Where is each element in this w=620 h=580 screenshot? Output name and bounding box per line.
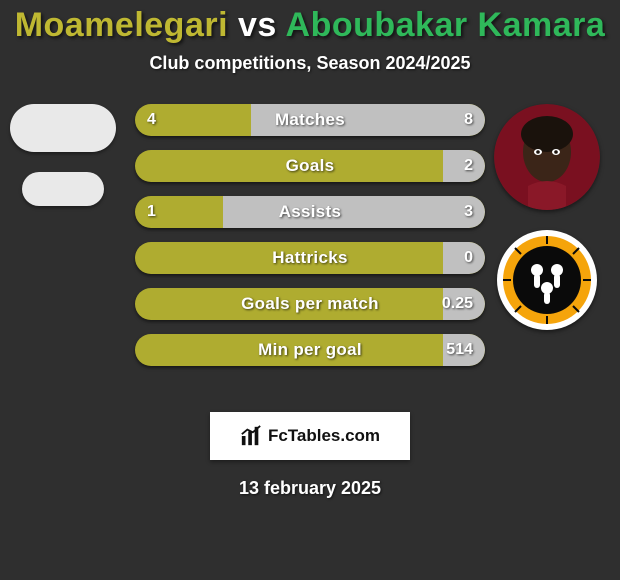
stat-value-right: 0.25 [442, 288, 473, 320]
stat-value-right: 2 [464, 150, 473, 182]
stat-value-right: 3 [464, 196, 473, 228]
comparison-card: Moamelegari vs Aboubakar Kamara Club com… [0, 0, 620, 580]
stat-row: Assists1 3 [135, 196, 485, 228]
stat-value-right: 514 [446, 334, 473, 366]
player1-club-placeholder [22, 172, 104, 206]
stat-value-left: 4 [147, 104, 156, 136]
stat-label: Min per goal [135, 334, 485, 366]
chart-icon [240, 425, 262, 447]
stat-label: Goals per match [135, 288, 485, 320]
stat-row: Matches4 8 [135, 104, 485, 136]
player-left-column [8, 104, 118, 206]
stat-value-right: 8 [464, 104, 473, 136]
stat-label: Assists [135, 196, 485, 228]
player1-photo-placeholder [10, 104, 116, 152]
content-area: Matches4 8 Goals2 Assists1 3 Hattricks0 Goals … [0, 104, 620, 394]
stat-row: Goals2 [135, 150, 485, 182]
player2-name: Aboubakar Kamara [286, 6, 606, 44]
stat-label: Matches [135, 104, 485, 136]
stat-row: Hattricks0 [135, 242, 485, 274]
vs-text: vs [238, 6, 277, 44]
club-badge-svg [497, 230, 597, 330]
stat-value-left: 1 [147, 196, 156, 228]
player2-club-badge [497, 230, 597, 330]
stat-bars: Matches4 8 Goals2 Assists1 3 Hattricks0 Goals … [135, 104, 485, 366]
page-title: Moamelegari vs Aboubakar Kamara [0, 6, 620, 45]
branding-badge: FcTables.com [210, 412, 410, 460]
player2-photo [494, 104, 600, 210]
stat-value-right: 0 [464, 242, 473, 274]
stat-row: Goals per match0.25 [135, 288, 485, 320]
player-right-column [492, 104, 602, 330]
stat-row: Min per goal514 [135, 334, 485, 366]
subtitle: Club competitions, Season 2024/2025 [0, 53, 620, 74]
stat-label: Hattricks [135, 242, 485, 274]
player1-name: Moamelegari [15, 6, 228, 44]
stat-label: Goals [135, 150, 485, 182]
date-text: 13 february 2025 [0, 478, 620, 499]
player2-photo-svg [494, 104, 600, 210]
branding-text: FcTables.com [268, 426, 380, 446]
